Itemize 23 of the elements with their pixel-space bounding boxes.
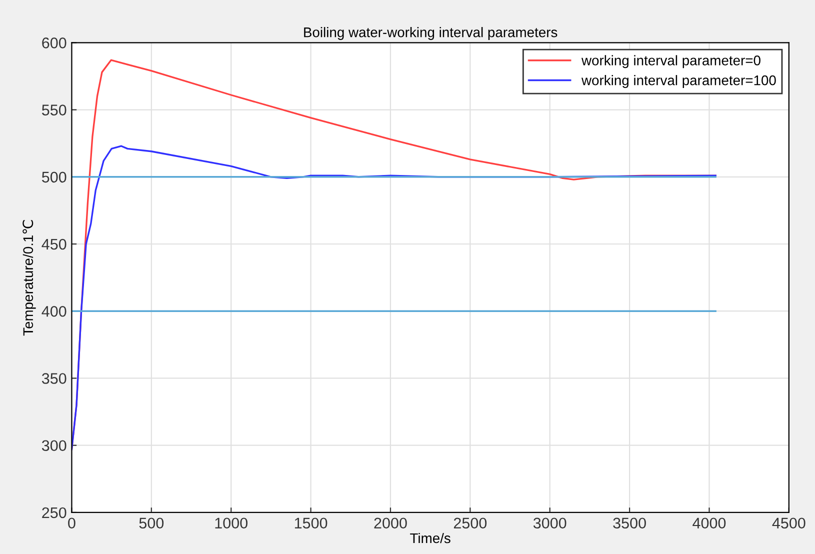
- x-tick-label: 500: [139, 518, 164, 529]
- x-tick-label: 4000: [692, 518, 726, 529]
- y-tick-label: 550: [42, 104, 66, 116]
- y-tick-label: 250: [42, 507, 66, 518]
- y-tick-label: 300: [42, 440, 66, 452]
- y-axis-title: Temperature/0.1℃: [22, 220, 36, 336]
- y-tick-label: 350: [42, 373, 66, 384]
- x-tick-label: 0: [68, 518, 76, 529]
- y-tick-label: 500: [42, 172, 66, 183]
- x-tick-label: 3500: [613, 518, 646, 529]
- x-tick-label: 3000: [533, 518, 566, 529]
- x-tick-label: 1500: [294, 518, 328, 529]
- y-tick-label: 400: [42, 306, 66, 317]
- y-tick-label: 450: [42, 238, 66, 250]
- chart-title: Boiling water-working interval parameters: [304, 27, 558, 40]
- legend-label: working interval parameter=0: [581, 55, 760, 68]
- x-tick-label: 4500: [772, 518, 806, 529]
- x-axis-title: Time/s: [410, 532, 450, 544]
- x-tick-label: 2000: [374, 518, 407, 529]
- legend-label: working interval parameter=100: [581, 75, 776, 88]
- x-tick-label: 2500: [454, 518, 487, 529]
- y-tick-label: 600: [42, 38, 66, 48]
- x-tick-label: 1000: [215, 518, 248, 529]
